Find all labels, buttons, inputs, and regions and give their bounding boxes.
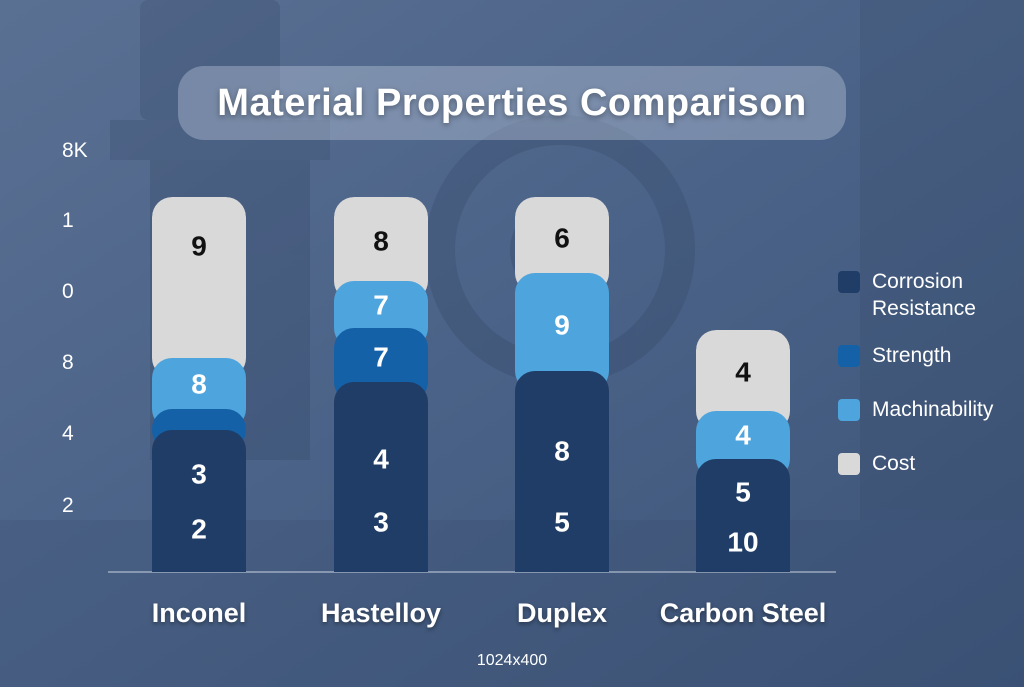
legend-swatch — [838, 453, 860, 475]
legend-label: Cost — [872, 452, 916, 475]
y-tick-label: 2 — [62, 494, 74, 517]
data-label-cost: 9 — [191, 230, 207, 261]
bar-base — [515, 552, 609, 572]
category-label-carbon-steel: Carbon Steel — [659, 598, 827, 628]
data-label-corrosion-resistance: 2 — [191, 513, 207, 544]
category-label-duplex: Duplex — [516, 598, 608, 628]
y-tick-label: 8 — [62, 351, 74, 374]
legend-label: Corrosion Resistance — [872, 270, 976, 320]
data-label-machinability: 9 — [554, 309, 570, 340]
bar-segment-cost — [152, 197, 246, 378]
bar-stack-carbon-steel: 10 5 4 4 — [696, 330, 790, 572]
data-label-strength: 7 — [373, 341, 389, 372]
bar-segment-corrosion-resistance — [152, 430, 246, 572]
bar-segment-cost — [515, 197, 609, 293]
bar-segment-cost — [334, 197, 428, 301]
category-label-inconel: Inconel — [151, 598, 247, 628]
bar-segment-corrosion-resistance — [334, 382, 428, 572]
data-label-corrosion-resistance: 10 — [727, 526, 758, 557]
bar-stack-hastelloy: 3 4 7 7 8 — [334, 197, 428, 572]
legend-label: Strength — [872, 344, 952, 367]
footnote: 1024x400 — [476, 652, 548, 669]
legend-item-cost[interactable]: Cost — [838, 450, 1022, 477]
y-tick-label: 0 — [62, 280, 74, 303]
legend-swatch — [838, 399, 860, 421]
data-label-machinability: 4 — [735, 419, 751, 450]
legend-swatch — [838, 345, 860, 367]
bar-stack-duplex: 5 8 9 6 — [515, 197, 609, 572]
category-label-hastelloy: Hastelloy — [320, 598, 442, 628]
bar-segment-machinability — [515, 273, 609, 391]
chart-title-container: Material Properties Comparison — [178, 66, 846, 140]
legend-swatch — [838, 271, 860, 293]
data-label-machinability: 8 — [191, 368, 207, 399]
chart-title: Material Properties Comparison — [217, 81, 807, 124]
data-label-corrosion-resistance: 3 — [373, 506, 389, 537]
data-label-corrosion-resistance: 8 — [554, 435, 570, 466]
data-label-corrosion-resistance: 5 — [554, 506, 570, 537]
y-tick-label: 4 — [62, 422, 74, 445]
bar-segment-corrosion-resistance — [696, 459, 790, 572]
y-tick-label: 1 — [62, 209, 74, 232]
data-label-corrosion-resistance: 5 — [735, 476, 751, 507]
data-label-machinability: 7 — [373, 289, 389, 320]
y-tick-label: 8K — [62, 139, 88, 162]
legend-item-machinability[interactable]: Machinability — [838, 396, 1022, 423]
legend-item-corrosion-resistance[interactable]: Corrosion Resistance — [838, 268, 1022, 322]
data-label-cost: 8 — [373, 225, 389, 256]
legend-label: Machinability — [872, 398, 994, 421]
data-label-corrosion-resistance: 3 — [191, 458, 207, 489]
bar-segment-cost — [696, 330, 790, 431]
bar-stack-inconel: 2 3 8 9 — [152, 197, 246, 572]
data-label-cost: 6 — [554, 222, 570, 253]
data-label-corrosion-resistance: 4 — [373, 443, 389, 474]
bar-segment-corrosion-resistance — [515, 371, 609, 572]
legend-item-strength[interactable]: Strength — [838, 342, 1022, 369]
bar-base — [334, 552, 428, 572]
data-label-cost: 4 — [735, 356, 751, 387]
bar-base — [152, 552, 246, 572]
bar-base — [696, 552, 790, 572]
